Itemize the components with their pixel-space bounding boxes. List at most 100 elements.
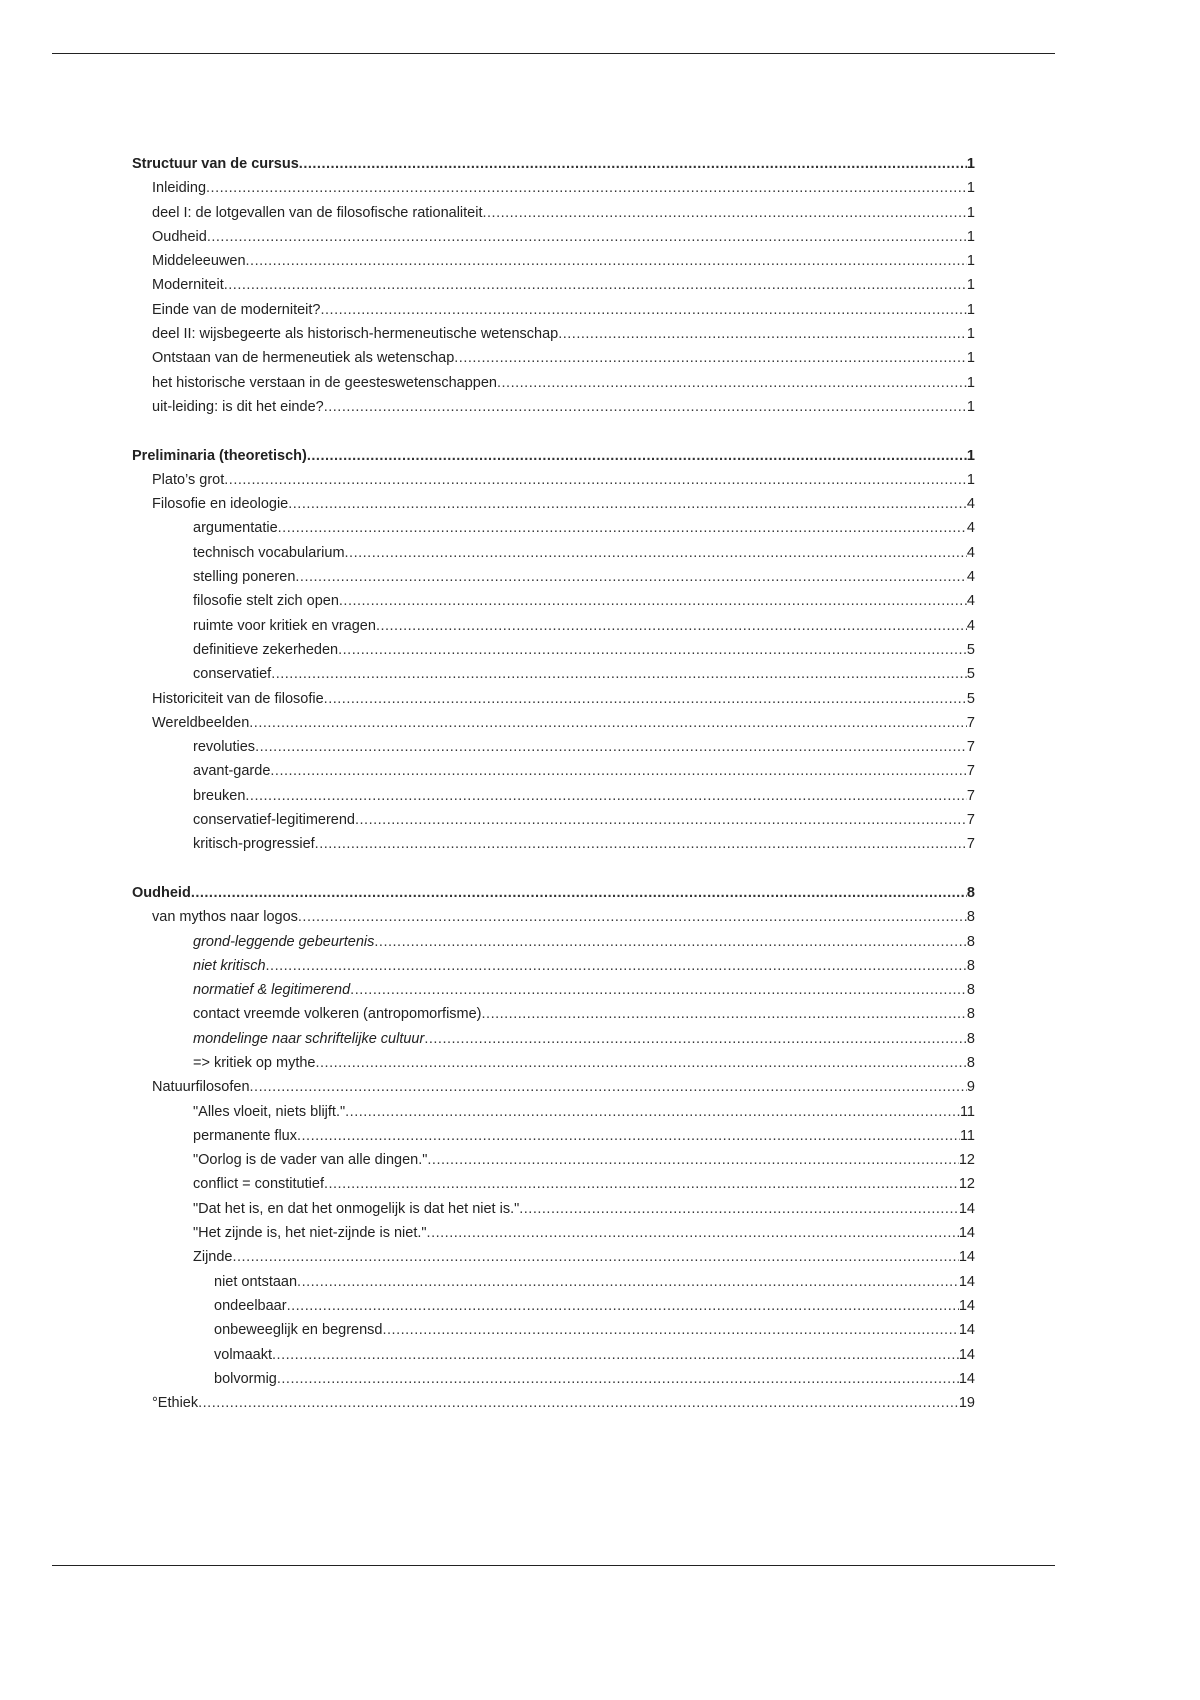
toc-entry[interactable]: Oudheid 8 [132, 885, 975, 909]
toc-entry[interactable]: "Het zijnde is, het niet-zijnde is niet.… [132, 1225, 975, 1249]
toc-entry[interactable]: "Dat het is, en dat het onmogelijk is da… [132, 1201, 975, 1225]
toc-entry-page: 14 [958, 1249, 975, 1266]
toc-entry[interactable]: "Oorlog is de vader van alle dingen." 12 [132, 1152, 975, 1176]
toc-entry[interactable]: het historische verstaan in de geesteswe… [132, 375, 975, 399]
toc-entry-title: mondelinge naar schriftelijke cultuur [193, 1030, 425, 1047]
dot-leader [355, 812, 967, 828]
toc-entry[interactable]: technisch vocabularium 4 [132, 545, 975, 569]
toc-entry-title: filosofie stelt zich open [193, 593, 339, 610]
toc-entry-page: 14 [958, 1322, 975, 1339]
toc-entry-title: stelling poneren [193, 569, 296, 586]
dot-leader [482, 205, 966, 221]
toc-entry[interactable]: Preliminaria (theoretisch) 1 [132, 448, 975, 472]
toc-entry-page: 19 [958, 1395, 975, 1412]
toc-entry[interactable]: revoluties 7 [132, 739, 975, 763]
toc-entry[interactable]: Structuur van de cursus 1 [132, 156, 975, 180]
dot-leader [307, 448, 967, 464]
dot-leader [288, 496, 967, 512]
dot-leader [298, 909, 967, 925]
toc-entry-title: definitieve zekerheden [193, 641, 339, 658]
toc-entry[interactable]: Inleiding 1 [132, 180, 975, 204]
dot-leader [324, 1176, 959, 1192]
toc-entry-page: 1 [966, 398, 975, 415]
toc-entry[interactable]: mondelinge naar schriftelijke cultuur 8 [132, 1031, 975, 1055]
toc-entry[interactable]: contact vreemde volkeren (antropomorfism… [132, 1006, 975, 1030]
toc-entry[interactable]: breuken 7 [132, 788, 975, 812]
toc-entry[interactable]: conservatief 5 [132, 666, 975, 690]
toc-entry-title: avant-garde [193, 763, 271, 780]
dot-leader [383, 1322, 959, 1338]
toc-entry-page: 14 [958, 1346, 975, 1363]
toc-entry-page: 11 [959, 1127, 975, 1144]
toc-entry[interactable]: volmaakt 14 [132, 1347, 975, 1371]
toc-entry-page: 1 [966, 204, 975, 221]
toc-entry-page: 4 [966, 496, 975, 513]
toc-entry[interactable]: Plato’s grot 1 [132, 472, 975, 496]
dot-leader [277, 1371, 959, 1387]
toc-entry[interactable]: °Ethiek 19 [132, 1395, 975, 1419]
dot-leader [233, 1249, 959, 1265]
toc-entry[interactable]: deel II: wijsbegeerte als historisch-her… [132, 326, 975, 350]
toc-entry[interactable]: niet ontstaan 14 [132, 1274, 975, 1298]
toc-entry-page: 1 [966, 301, 975, 318]
toc-entry-title: onbeweeglijk en begrensd [214, 1322, 383, 1339]
toc-entry[interactable]: deel I: de lotgevallen van de filosofisc… [132, 205, 975, 229]
toc-entry[interactable]: onbeweeglijk en begrensd 14 [132, 1322, 975, 1346]
toc-entry-page: 7 [966, 739, 975, 756]
toc-entry[interactable]: Zijnde 14 [132, 1249, 975, 1273]
toc-entry[interactable]: van mythos naar logos 8 [132, 909, 975, 933]
toc-entry-page: 4 [966, 520, 975, 537]
toc-entry-title: conservatief [193, 666, 272, 683]
toc-entry[interactable]: filosofie stelt zich open 4 [132, 593, 975, 617]
toc-entry[interactable]: Filosofie en ideologie 4 [132, 496, 975, 520]
toc-entry-title: ondeelbaar [214, 1297, 287, 1314]
toc-entry[interactable]: ondeelbaar 14 [132, 1298, 975, 1322]
toc-entry-title: niet kritisch [193, 957, 266, 974]
toc-entry-title: Ontstaan van de hermeneutiek als wetensc… [152, 350, 455, 367]
toc-entry[interactable]: Historiciteit van de filosofie 5 [132, 691, 975, 715]
dot-leader [316, 1055, 967, 1071]
toc-entry-title: normatief & legitimerend [193, 982, 351, 999]
toc-entry-page: 14 [958, 1225, 975, 1242]
toc-entry[interactable]: conflict = constitutief 12 [132, 1176, 975, 1200]
dot-leader [246, 253, 967, 269]
toc-entry[interactable]: Wereldbeelden 7 [132, 715, 975, 739]
dot-leader [245, 788, 967, 804]
toc-entry[interactable]: stelling poneren 4 [132, 569, 975, 593]
toc-entry-title: argumentatie [193, 520, 278, 537]
toc-entry-title: niet ontstaan [214, 1273, 298, 1290]
toc-entry-page: 14 [958, 1200, 975, 1217]
toc-entry[interactable]: grond-leggende gebeurtenis 8 [132, 934, 975, 958]
toc-entry[interactable]: Oudheid 1 [132, 229, 975, 253]
toc-entry-title: Preliminaria (theoretisch) [132, 447, 307, 464]
toc-entry[interactable]: avant-garde 7 [132, 763, 975, 787]
toc-entry[interactable]: permanente flux 11 [132, 1128, 975, 1152]
dot-leader [427, 1225, 959, 1241]
toc-entry-title: Inleiding [152, 180, 207, 197]
toc-entry-title: Moderniteit [152, 277, 224, 294]
toc-entry[interactable]: => kritiek op mythe 8 [132, 1055, 975, 1079]
toc-entry[interactable]: conservatief-legitimerend 7 [132, 812, 975, 836]
toc-entry-page: 1 [966, 228, 975, 245]
toc-entry[interactable]: "Alles vloeit, niets blijft." 11 [132, 1104, 975, 1128]
toc-entry[interactable]: normatief & legitimerend 8 [132, 982, 975, 1006]
toc-entry[interactable]: Moderniteit 1 [132, 277, 975, 301]
dot-leader [339, 593, 967, 609]
toc-entry-title: Zijnde [193, 1249, 233, 1266]
toc-entry[interactable]: niet kritisch 8 [132, 958, 975, 982]
toc-entry[interactable]: Middeleeuwen 1 [132, 253, 975, 277]
toc-entry[interactable]: argumentatie 4 [132, 520, 975, 544]
toc-entry[interactable]: Natuurfilosofen 9 [132, 1079, 975, 1103]
toc-entry[interactable]: kritisch-progressief 7 [132, 836, 975, 860]
toc-entry[interactable]: ruimte voor kritiek en vragen 4 [132, 618, 975, 642]
toc-entry[interactable]: uit-leiding: is dit het einde? 1 [132, 399, 975, 423]
toc-entry-page: 1 [966, 326, 975, 343]
toc-entry[interactable]: Einde van de moderniteit? 1 [132, 302, 975, 326]
toc-entry[interactable]: definitieve zekerheden 5 [132, 642, 975, 666]
toc-entry[interactable]: Ontstaan van de hermeneutiek als wetensc… [132, 350, 975, 374]
toc-entry-page: 1 [966, 156, 975, 172]
toc-entry-title: conflict = constitutief [193, 1176, 324, 1193]
footer-rule [52, 1565, 1055, 1566]
dot-leader [376, 618, 967, 634]
toc-entry[interactable]: bolvormig 14 [132, 1371, 975, 1395]
